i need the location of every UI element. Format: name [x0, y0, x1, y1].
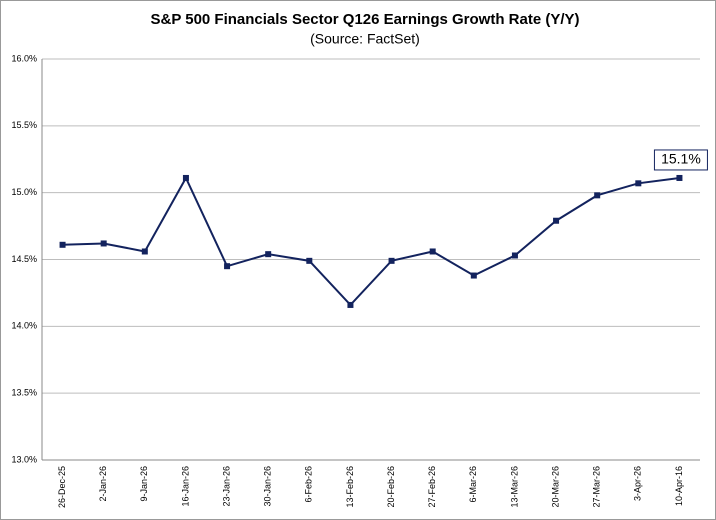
data-label-box: [653, 149, 708, 171]
marker: [511, 252, 518, 259]
chart-subtitle: (Source: FactSet): [310, 31, 420, 47]
marker: [224, 263, 231, 270]
y-tick-label: 15.5%: [11, 120, 37, 130]
marker: [594, 192, 601, 199]
x-tick-label: 6-Feb-26: [304, 466, 314, 503]
y-tick-label: 16.0%: [11, 53, 37, 63]
y-tick-label: 13.5%: [11, 388, 37, 398]
marker: [676, 174, 683, 181]
x-tick-label: 10-Apr-16: [674, 466, 684, 506]
chart-title: S&P 500 Financials Sector Q126 Earnings …: [150, 11, 579, 28]
x-tick-label: 26-Dec-25: [57, 466, 67, 508]
line: [62, 175, 680, 307]
marker: [635, 180, 642, 187]
x-tick-label: 6-Mar-26: [468, 466, 478, 503]
y-tick-label: 15.0%: [11, 187, 37, 197]
y-tick-label: 14.0%: [11, 321, 37, 331]
x-tick-label: 2-Jan-26: [98, 466, 108, 502]
marker: [306, 257, 313, 264]
x-tick-label: 9-Jan-26: [139, 466, 149, 502]
x-tick-label: 23-Jan-26: [221, 466, 231, 507]
x-tick-label: 13-Mar-26: [509, 466, 519, 508]
data-label: 15.1%: [661, 151, 701, 167]
y-tick-label: 14.5%: [11, 254, 37, 264]
x-tick-label: 16-Jan-26: [180, 466, 190, 507]
marker: [182, 174, 189, 181]
x-tick-label: 27-Mar-26: [592, 466, 602, 508]
x-tick-label: 20-Mar-26: [550, 466, 560, 508]
marker: [553, 217, 560, 224]
marker: [470, 272, 477, 279]
marker: [388, 257, 395, 264]
x-tick-label: 30-Jan-26: [263, 466, 273, 507]
marker: [100, 240, 107, 247]
marker: [347, 301, 354, 308]
x-tick-label: 13-Feb-26: [345, 466, 355, 508]
marker: [141, 248, 148, 255]
x-tick-label: 20-Feb-26: [386, 466, 396, 508]
marker: [265, 251, 272, 258]
marker: [59, 241, 66, 248]
x-tick-label: 27-Feb-26: [427, 466, 437, 508]
y-tick-label: 13.0%: [11, 454, 37, 464]
marker: [429, 248, 436, 255]
x-tick-label: 3-Apr-26: [633, 466, 643, 501]
